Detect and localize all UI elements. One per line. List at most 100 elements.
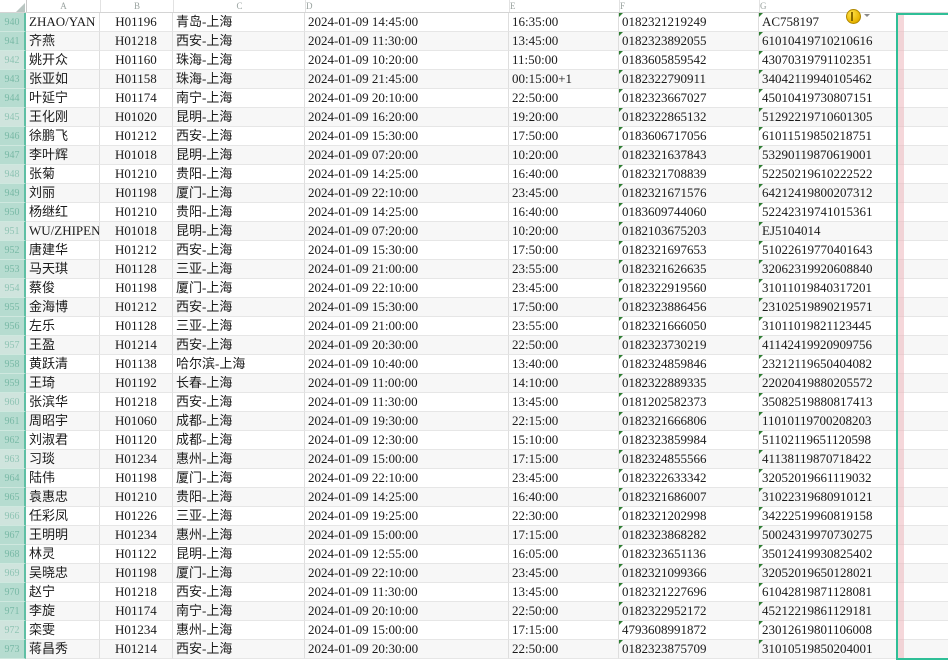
row-header[interactable]: 943 (0, 70, 26, 89)
cell-flight-code[interactable]: H01212 (100, 241, 173, 260)
cell-arrival-time[interactable]: 11:50:00 (509, 51, 619, 70)
cell-flight-code[interactable]: H01196 (100, 13, 173, 32)
cell-id-number[interactable]: 45010419730807151 (759, 89, 948, 108)
cell-name[interactable]: 李旋 (26, 602, 100, 621)
row-header[interactable]: 956 (0, 317, 26, 336)
row-header[interactable]: 948 (0, 165, 26, 184)
cell-id-number[interactable]: 23012619801106008 (759, 621, 948, 640)
cell-arrival-time[interactable]: 22:50:00 (509, 602, 619, 621)
cell-order-id[interactable]: 0181202582373 (619, 393, 759, 412)
cell-order-id[interactable]: 0182324859846 (619, 355, 759, 374)
cell-arrival-time[interactable]: 17:15:00 (509, 621, 619, 640)
cell-arrival-time[interactable]: 23:45:00 (509, 564, 619, 583)
cell-name[interactable]: 马天琪 (26, 260, 100, 279)
cell-flight-code[interactable]: H01234 (100, 621, 173, 640)
cell-arrival-time[interactable]: 23:55:00 (509, 260, 619, 279)
cell-arrival-time[interactable]: 16:05:00 (509, 545, 619, 564)
row-header[interactable]: 944 (0, 89, 26, 108)
cell-id-number[interactable]: 22020419880205572 (759, 374, 948, 393)
cell-id-number[interactable]: 31010519850204001 (759, 640, 948, 659)
cell-name[interactable]: 王盈 (26, 336, 100, 355)
row-header[interactable]: 959 (0, 374, 26, 393)
cell-arrival-time[interactable]: 17:50:00 (509, 127, 619, 146)
cell-name[interactable]: 刘丽 (26, 184, 100, 203)
cell-arrival-time[interactable]: 22:50:00 (509, 640, 619, 659)
cell-arrival-time[interactable]: 16:40:00 (509, 165, 619, 184)
cell-id-number[interactable]: 32062319920608840 (759, 260, 948, 279)
table-row[interactable]: 941 齐燕 H01218 西安-上海 2024-01-09 11:30:00 13:45… (0, 32, 948, 51)
cell-departure-time[interactable]: 2024-01-09 11:30:00 (305, 393, 509, 412)
table-row[interactable]: 965 袁惠忠 H01210 贵阳-上海 2024-01-09 14:25:00 16:4… (0, 488, 948, 507)
cell-departure-time[interactable]: 2024-01-09 22:10:00 (305, 564, 509, 583)
cell-order-id[interactable]: 0182321626635 (619, 260, 759, 279)
table-row[interactable]: 954 蔡俊 H01198 厦门-上海 2024-01-09 22:10:00 23:45… (0, 279, 948, 298)
cell-order-id[interactable]: 0182321666806 (619, 412, 759, 431)
table-row[interactable]: 942 姚开众 H01160 珠海-上海 2024-01-09 10:20:00 11:5… (0, 51, 948, 70)
cell-arrival-time[interactable]: 16:40:00 (509, 488, 619, 507)
row-header[interactable]: 945 (0, 108, 26, 127)
table-row[interactable]: 964 陆伟 H01198 厦门-上海 2024-01-09 22:10:00 23:45… (0, 469, 948, 488)
cell-flight-code[interactable]: H01198 (100, 564, 173, 583)
row-header[interactable]: 957 (0, 336, 26, 355)
row-header[interactable]: 949 (0, 184, 26, 203)
row-header[interactable]: 951 (0, 222, 26, 241)
row-header[interactable]: 958 (0, 355, 26, 374)
cell-departure-time[interactable]: 2024-01-09 12:30:00 (305, 431, 509, 450)
cell-flight-code[interactable]: H01212 (100, 298, 173, 317)
cell-departure-time[interactable]: 2024-01-09 15:30:00 (305, 298, 509, 317)
cell-arrival-time[interactable]: 23:45:00 (509, 279, 619, 298)
cell-route[interactable]: 哈尔滨-上海 (173, 355, 305, 374)
row-header[interactable]: 942 (0, 51, 26, 70)
cell-departure-time[interactable]: 2024-01-09 21:00:00 (305, 317, 509, 336)
table-row[interactable]: 947 李叶辉 H01018 昆明-上海 2024-01-09 07:20:00 10:2… (0, 146, 948, 165)
cell-arrival-time[interactable]: 17:50:00 (509, 298, 619, 317)
table-row[interactable]: 940 ZHAO/YAN H01196 青岛-上海 2024-01-09 14:45:0… (0, 13, 948, 32)
cell-id-number[interactable]: 34222519960819158 (759, 507, 948, 526)
cell-flight-code[interactable]: H01218 (100, 393, 173, 412)
cell-order-id[interactable]: 0182322633342 (619, 469, 759, 488)
column-header-a[interactable]: A (27, 0, 101, 12)
row-header[interactable]: 952 (0, 241, 26, 260)
table-row[interactable]: 971 李旋 H01174 南宁-上海 2024-01-09 20:10:00 22:50… (0, 602, 948, 621)
table-row[interactable]: 948 张菊 H01210 贵阳-上海 2024-01-09 14:25:00 16:40… (0, 165, 948, 184)
cell-id-number[interactable]: 35082519880817413 (759, 393, 948, 412)
cell-name[interactable]: ZHAO/YAN (26, 13, 100, 32)
cell-flight-code[interactable]: H01198 (100, 184, 173, 203)
cell-name[interactable]: 左乐 (26, 317, 100, 336)
cell-order-id[interactable]: 0182321708839 (619, 165, 759, 184)
cell-flight-code[interactable]: H01218 (100, 583, 173, 602)
cell-departure-time[interactable]: 2024-01-09 10:20:00 (305, 51, 509, 70)
cell-flight-code[interactable]: H01174 (100, 602, 173, 621)
cell-id-number[interactable]: 45212219861129181 (759, 602, 948, 621)
cell-order-id[interactable]: 0182321686007 (619, 488, 759, 507)
cell-departure-time[interactable]: 2024-01-09 20:30:00 (305, 336, 509, 355)
cell-route[interactable]: 昆明-上海 (173, 545, 305, 564)
row-header[interactable]: 967 (0, 526, 26, 545)
cell-departure-time[interactable]: 2024-01-09 14:45:00 (305, 13, 509, 32)
cell-order-id[interactable]: 0182323651136 (619, 545, 759, 564)
cell-flight-code[interactable]: H01020 (100, 108, 173, 127)
cell-route[interactable]: 西安-上海 (173, 241, 305, 260)
cell-route[interactable]: 西安-上海 (173, 127, 305, 146)
cell-order-id[interactable]: 0182323730219 (619, 336, 759, 355)
cell-arrival-time[interactable]: 23:45:00 (509, 469, 619, 488)
cell-id-number[interactable]: 34042119940105462 (759, 70, 948, 89)
row-header[interactable]: 964 (0, 469, 26, 488)
cell-id-number[interactable]: 61010419710210616 (759, 32, 948, 51)
cell-route[interactable]: 珠海-上海 (173, 70, 305, 89)
row-header[interactable]: 947 (0, 146, 26, 165)
cell-departure-time[interactable]: 2024-01-09 10:40:00 (305, 355, 509, 374)
cell-departure-time[interactable]: 2024-01-09 15:00:00 (305, 450, 509, 469)
cell-departure-time[interactable]: 2024-01-09 11:00:00 (305, 374, 509, 393)
cell-order-id[interactable]: 0182324855566 (619, 450, 759, 469)
cell-arrival-time[interactable]: 16:40:00 (509, 203, 619, 222)
cell-order-id[interactable]: 0182322790911 (619, 70, 759, 89)
cell-departure-time[interactable]: 2024-01-09 14:25:00 (305, 165, 509, 184)
cell-flight-code[interactable]: H01192 (100, 374, 173, 393)
cell-name[interactable]: 吴晓忠 (26, 564, 100, 583)
cell-route[interactable]: 西安-上海 (173, 298, 305, 317)
cell-arrival-time[interactable]: 22:30:00 (509, 507, 619, 526)
row-header[interactable]: 973 (0, 640, 26, 659)
cell-departure-time[interactable]: 2024-01-09 14:25:00 (305, 203, 509, 222)
